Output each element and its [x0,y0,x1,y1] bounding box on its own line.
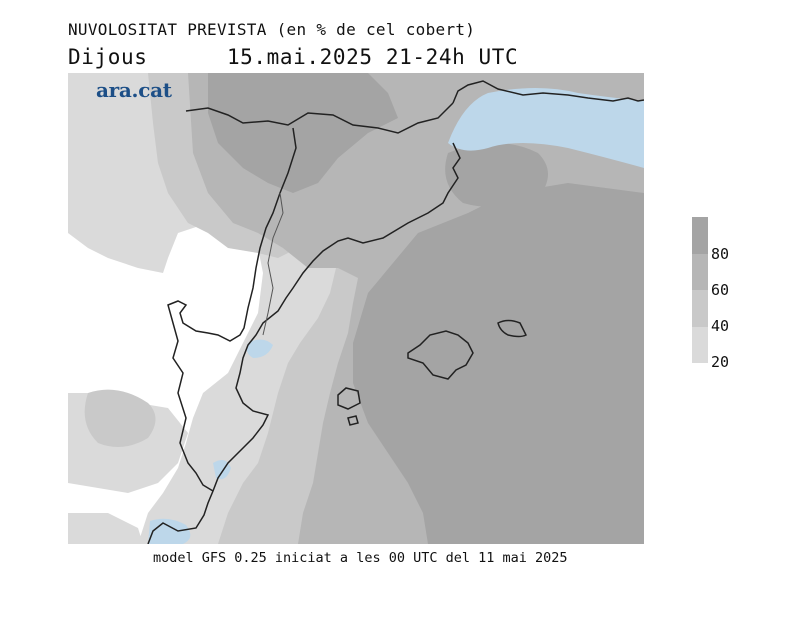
cloud-cover-legend: 80 60 40 20 [692,217,762,371]
coastline [147,142,461,544]
legend-swatch-20 [692,327,708,363]
internal-border [262,192,284,336]
legend-swatch-80 [692,217,708,254]
cloud-cover-80 [208,73,398,193]
legend-swatch-40 [692,290,708,327]
forecast-datetime: Dijous 15.mai.2025 21-24h UTC [68,45,518,69]
island-ibiza [337,387,361,410]
clear-sky-patch [148,518,191,544]
legend-label: 80 [711,245,730,263]
internal-border [167,127,297,492]
cloud-cover-40 [84,389,156,447]
cloud-cover-80 [445,143,548,207]
cloud-cover-map [68,73,644,544]
coastline [452,80,644,104]
legend-label: 60 [711,281,730,299]
brand-logo: ara.cat [96,78,172,102]
model-footer: model GFS 0.25 iniciat a les 00 UTC del … [153,550,568,566]
legend-label: 40 [711,317,730,335]
forecast-period: 15.mai.2025 21-24h UTC [226,45,519,69]
forecast-day: Dijous [68,45,148,69]
map-title: NUVOLOSITAT PREVISTA (en % de cel cobert… [68,20,476,39]
legend-swatch-60 [692,254,708,290]
legend-label: 20 [711,353,730,371]
island-formentera [347,415,359,426]
clear-sky-patch [246,339,273,358]
island-menorca [497,319,528,338]
cloud-cover-20 [68,513,143,544]
frontier-line [185,102,454,134]
cloud-cover-80 [353,183,644,544]
clear-sky-patch [448,88,644,168]
island-mallorca [407,330,474,380]
